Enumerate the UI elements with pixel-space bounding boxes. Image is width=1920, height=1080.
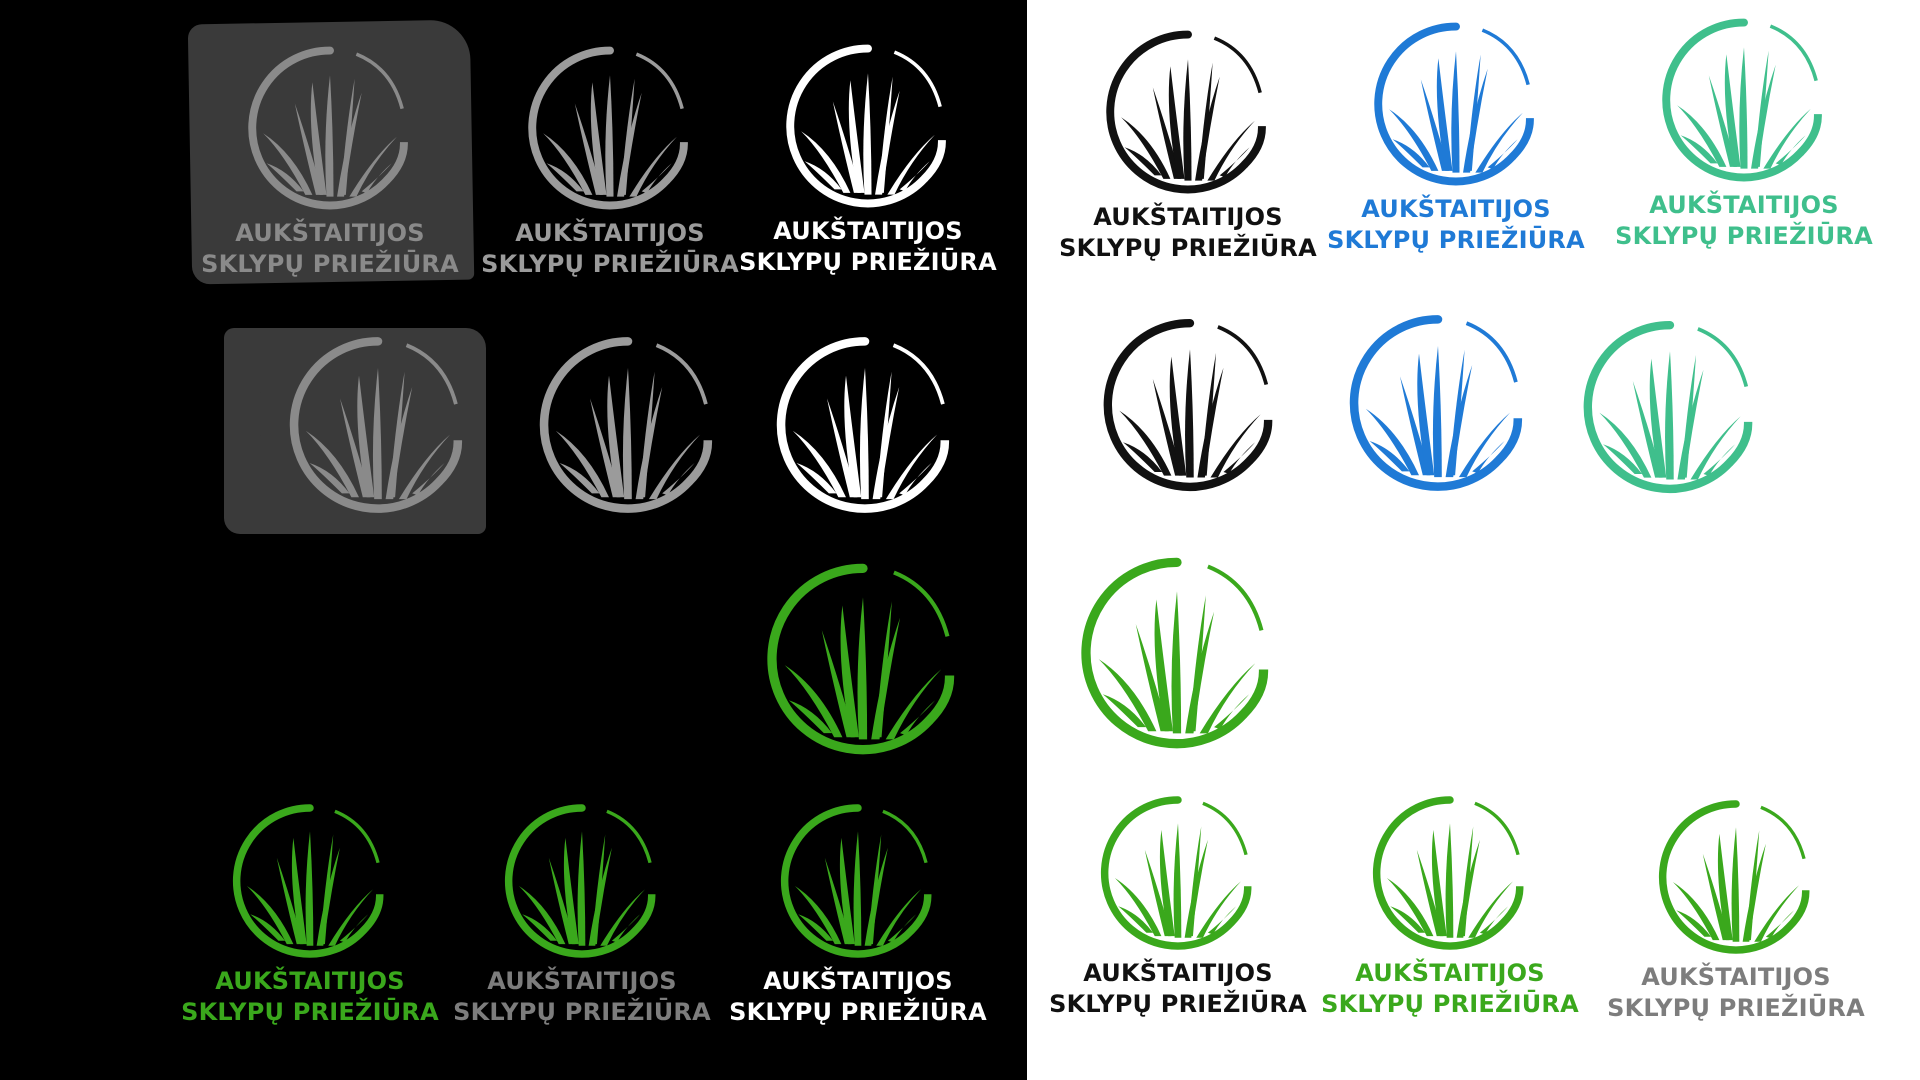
brand-line1: AUKŠTAITIJOS xyxy=(773,217,963,245)
logo-dark-grey-icon xyxy=(528,330,728,520)
grass-icon xyxy=(227,798,393,964)
brand-wordmark: AUKŠTAITIJOS SKLYPŲ PRIEŽIŪRA xyxy=(481,218,739,280)
brand-line2: SKLYPŲ PRIEŽIŪRA xyxy=(729,998,987,1026)
grass-icon xyxy=(499,798,665,964)
brand-line1: AUKŠTAITIJOS xyxy=(1355,959,1545,987)
grass-icon xyxy=(533,330,723,520)
brand-line1: AUKŠTAITIJOS xyxy=(1083,959,1273,987)
grass-icon xyxy=(1097,312,1283,498)
grass-icon xyxy=(242,40,418,216)
grass-icon xyxy=(1656,12,1832,188)
brand-wordmark: AUKŠTAITIJOS SKLYPŲ PRIEŽIŪRA xyxy=(739,216,997,278)
brand-wordmark: AUKŠTAITIJOS SKLYPŲ PRIEŽIŪRA xyxy=(1059,202,1317,264)
brand-wordmark: AUKŠTAITIJOS SKLYPŲ PRIEŽIŪRA xyxy=(453,966,711,1028)
grass-icon xyxy=(780,38,956,214)
brand-wordmark: AUKŠTAITIJOS SKLYPŲ PRIEŽIŪRA xyxy=(201,218,459,280)
grass-icon xyxy=(283,330,473,520)
grass-icon xyxy=(770,330,960,520)
brand-wordmark: AUKŠTAITIJOS SKLYPŲ PRIEŽIŪRA xyxy=(1327,194,1585,256)
brand-line2: SKLYPŲ PRIEŽIŪRA xyxy=(453,998,711,1026)
brand-wordmark: AUKŠTAITIJOS SKLYPŲ PRIEŽIŪRA xyxy=(1607,962,1865,1024)
logo-dark-grey-full: AUKŠTAITIJOS SKLYPŲ PRIEŽIŪRA xyxy=(480,40,740,280)
logo-light-teal-icon xyxy=(1570,314,1770,500)
brand-line2: SKLYPŲ PRIEŽIŪRA xyxy=(1607,994,1865,1022)
logo-dark-stamp-full: AUKŠTAITIJOS SKLYPŲ PRIEŽIŪRA xyxy=(200,40,460,280)
brand-line2: SKLYPŲ PRIEŽIŪRA xyxy=(739,248,997,276)
grass-icon xyxy=(522,40,698,216)
logo-light-green-text-green: AUKŠTAITIJOS SKLYPŲ PRIEŽIŪRA xyxy=(1320,790,1580,1020)
brand-line1: AUKŠTAITIJOS xyxy=(1093,203,1283,231)
grass-icon xyxy=(775,798,941,964)
grass-icon xyxy=(1343,308,1533,498)
logo-light-black-icon xyxy=(1090,312,1290,498)
brand-line2: SKLYPŲ PRIEŽIŪRA xyxy=(1615,222,1873,250)
logo-dark-white-full: AUKŠTAITIJOS SKLYPŲ PRIEŽIŪRA xyxy=(738,38,998,278)
brand-line1: AUKŠTAITIJOS xyxy=(1361,195,1551,223)
brand-line2: SKLYPŲ PRIEŽIŪRA xyxy=(1049,990,1307,1018)
brand-wordmark: AUKŠTAITIJOS SKLYPŲ PRIEŽIŪRA xyxy=(1615,190,1873,252)
logo-light-teal-full: AUKŠTAITIJOS SKLYPŲ PRIEŽIŪRA xyxy=(1614,12,1874,252)
brand-line1: AUKŠTAITIJOS xyxy=(515,219,705,247)
logo-light-blue-full: AUKŠTAITIJOS SKLYPŲ PRIEŽIŪRA xyxy=(1326,16,1586,256)
logo-dark-green-text-grey: AUKŠTAITIJOS SKLYPŲ PRIEŽIŪRA xyxy=(452,798,712,1028)
grass-icon xyxy=(1368,16,1544,192)
grass-icon xyxy=(1577,314,1763,500)
grass-icon xyxy=(1074,550,1280,756)
brand-wordmark: AUKŠTAITIJOS SKLYPŲ PRIEŽIŪRA xyxy=(1321,958,1579,1020)
brand-line2: SKLYPŲ PRIEŽIŪRA xyxy=(181,998,439,1026)
brand-line2: SKLYPŲ PRIEŽIŪRA xyxy=(481,250,739,278)
brand-line1: AUKŠTAITIJOS xyxy=(215,967,405,995)
logo-dark-green-icon xyxy=(758,556,968,762)
logo-light-blue-icon xyxy=(1338,308,1538,498)
brand-line2: SKLYPŲ PRIEŽIŪRA xyxy=(1059,234,1317,262)
brand-line1: AUKŠTAITIJOS xyxy=(235,219,425,247)
brand-wordmark: AUKŠTAITIJOS SKLYPŲ PRIEŽIŪRA xyxy=(729,966,987,1028)
grass-icon xyxy=(1653,794,1819,960)
logo-light-green-text-grey: AUKŠTAITIJOS SKLYPŲ PRIEŽIŪRA xyxy=(1606,794,1866,1024)
brand-line1: AUKŠTAITIJOS xyxy=(1641,963,1831,991)
grass-icon xyxy=(1100,24,1276,200)
logo-dark-green-text-green: AUKŠTAITIJOS SKLYPŲ PRIEŽIŪRA xyxy=(180,798,440,1028)
grass-icon xyxy=(760,556,966,762)
brand-line2: SKLYPŲ PRIEŽIŪRA xyxy=(201,250,459,278)
logo-dark-stamp-icon xyxy=(278,330,478,520)
brand-line1: AUKŠTAITIJOS xyxy=(1649,191,1839,219)
brand-line2: SKLYPŲ PRIEŽIŪRA xyxy=(1327,226,1585,254)
logo-light-green-text-black: AUKŠTAITIJOS SKLYPŲ PRIEŽIŪRA xyxy=(1048,790,1308,1020)
brand-line1: AUKŠTAITIJOS xyxy=(763,967,953,995)
brand-wordmark: AUKŠTAITIJOS SKLYPŲ PRIEŽIŪRA xyxy=(1049,958,1307,1020)
logo-light-green-icon xyxy=(1072,550,1282,756)
brand-wordmark: AUKŠTAITIJOS SKLYPŲ PRIEŽIŪRA xyxy=(181,966,439,1028)
brand-line1: AUKŠTAITIJOS xyxy=(487,967,677,995)
logo-light-black-full: AUKŠTAITIJOS SKLYPŲ PRIEŽIŪRA xyxy=(1058,24,1318,264)
logo-dark-green-text-white: AUKŠTAITIJOS SKLYPŲ PRIEŽIŪRA xyxy=(728,798,988,1028)
logo-dark-white-icon xyxy=(765,330,965,520)
grass-icon xyxy=(1095,790,1261,956)
brand-line2: SKLYPŲ PRIEŽIŪRA xyxy=(1321,990,1579,1018)
grass-icon xyxy=(1367,790,1533,956)
